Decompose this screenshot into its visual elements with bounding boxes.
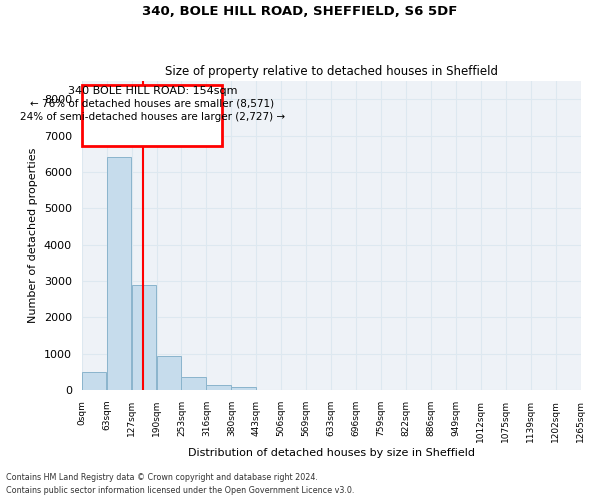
Bar [181, 378, 206, 390]
Bar [82, 372, 106, 390]
Text: 340, BOLE HILL ROAD, SHEFFIELD, S6 5DF: 340, BOLE HILL ROAD, SHEFFIELD, S6 5DF [142, 5, 458, 18]
Bar [107, 158, 131, 390]
Y-axis label: Number of detached properties: Number of detached properties [28, 148, 38, 324]
Text: 24% of semi-detached houses are larger (2,727) →: 24% of semi-detached houses are larger (… [20, 112, 285, 122]
Text: ← 76% of detached houses are smaller (8,571): ← 76% of detached houses are smaller (8,… [30, 99, 274, 109]
Text: Contains HM Land Registry data © Crown copyright and database right 2024.
Contai: Contains HM Land Registry data © Crown c… [6, 474, 355, 495]
Bar [131, 284, 156, 390]
Text: 340 BOLE HILL ROAD: 154sqm: 340 BOLE HILL ROAD: 154sqm [68, 86, 237, 96]
FancyBboxPatch shape [82, 84, 222, 146]
Title: Size of property relative to detached houses in Sheffield: Size of property relative to detached ho… [164, 66, 497, 78]
Bar [206, 384, 231, 390]
Bar [232, 388, 256, 390]
Bar [157, 356, 181, 390]
X-axis label: Distribution of detached houses by size in Sheffield: Distribution of detached houses by size … [188, 448, 475, 458]
